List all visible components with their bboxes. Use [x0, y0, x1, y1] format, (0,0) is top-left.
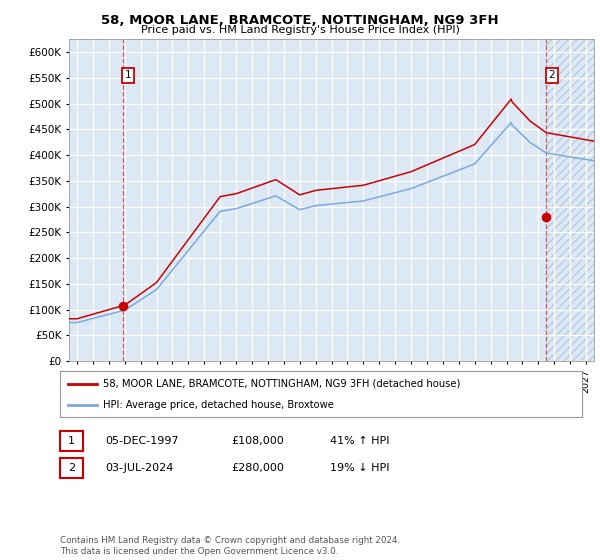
Text: 2: 2 — [68, 463, 75, 473]
Text: £108,000: £108,000 — [231, 436, 284, 446]
Text: 1: 1 — [125, 70, 131, 80]
Text: Contains HM Land Registry data © Crown copyright and database right 2024.
This d: Contains HM Land Registry data © Crown c… — [60, 536, 400, 556]
Text: £280,000: £280,000 — [231, 463, 284, 473]
Text: 2: 2 — [548, 70, 555, 80]
Text: 19% ↓ HPI: 19% ↓ HPI — [330, 463, 389, 473]
Text: 41% ↑ HPI: 41% ↑ HPI — [330, 436, 389, 446]
Text: Price paid vs. HM Land Registry's House Price Index (HPI): Price paid vs. HM Land Registry's House … — [140, 25, 460, 35]
Point — [119, 301, 128, 310]
Text: 03-JUL-2024: 03-JUL-2024 — [105, 463, 173, 473]
Text: 05-DEC-1997: 05-DEC-1997 — [105, 436, 179, 446]
Point — [541, 212, 551, 221]
Bar — [546, 39, 594, 361]
Text: 1: 1 — [68, 436, 75, 446]
Text: 58, MOOR LANE, BRAMCOTE, NOTTINGHAM, NG9 3FH (detached house): 58, MOOR LANE, BRAMCOTE, NOTTINGHAM, NG9… — [103, 379, 460, 389]
Text: 58, MOOR LANE, BRAMCOTE, NOTTINGHAM, NG9 3FH: 58, MOOR LANE, BRAMCOTE, NOTTINGHAM, NG9… — [101, 14, 499, 27]
Text: HPI: Average price, detached house, Broxtowe: HPI: Average price, detached house, Brox… — [103, 400, 334, 410]
